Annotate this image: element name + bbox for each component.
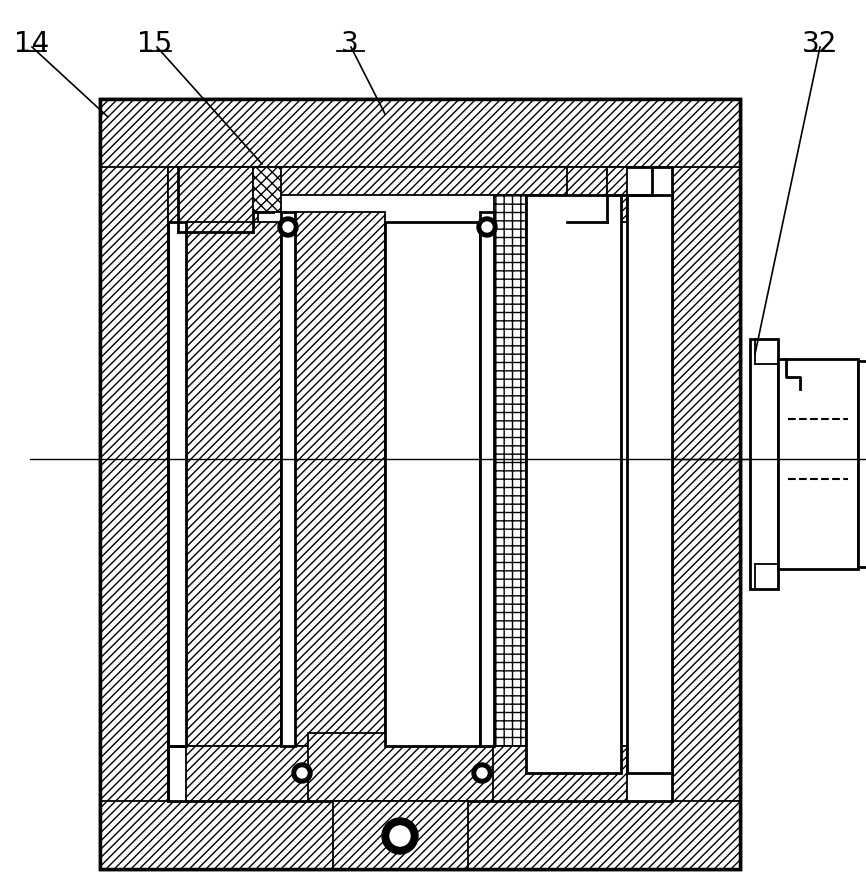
Bar [186,746,627,801]
Bar [168,167,258,233]
Bar [672,100,740,869]
Bar [100,100,740,869]
Bar [100,100,168,869]
Bar [295,213,385,746]
Circle shape [382,818,418,854]
Circle shape [297,768,307,778]
Bar [253,167,582,196]
Bar [607,167,627,222]
Bar [480,213,494,746]
Bar [750,339,778,589]
Bar [567,167,607,222]
Text: 15: 15 [138,30,172,58]
Bar [100,100,740,167]
Text: 32: 32 [802,30,837,58]
Bar [627,196,672,773]
Bar [308,734,493,801]
Bar [100,100,740,869]
Text: 14: 14 [15,30,49,58]
Bar [494,196,526,746]
Bar [253,167,281,213]
Circle shape [477,218,497,237]
Circle shape [292,763,312,783]
Circle shape [283,222,293,233]
Bar [385,222,480,746]
Bar [281,213,295,746]
Circle shape [472,763,492,783]
Circle shape [477,768,487,778]
Bar [100,801,740,869]
Circle shape [482,222,492,233]
Circle shape [278,218,298,237]
Bar [168,222,186,746]
Bar [333,801,468,869]
Bar [858,361,866,567]
Text: 3: 3 [341,30,359,58]
Bar [778,360,858,570]
Bar [186,222,281,746]
Circle shape [390,826,410,846]
Bar [168,167,672,801]
Bar [526,196,621,773]
